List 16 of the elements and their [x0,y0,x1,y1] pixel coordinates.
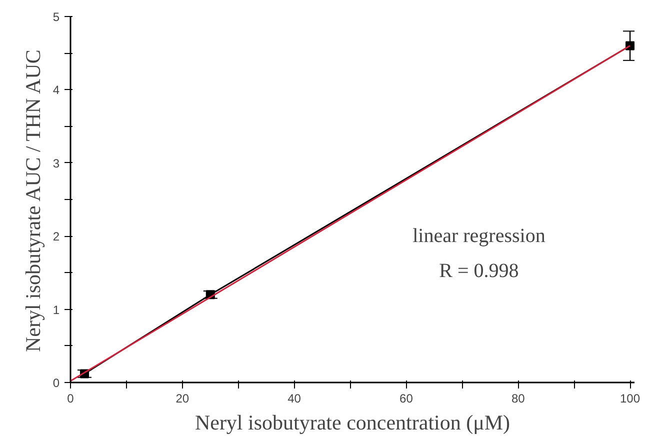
y-tick-label: 2 [52,230,60,244]
annotation: linear regression [412,225,546,248]
x-tick-label: 20 [176,392,190,406]
annotation: R = 0.998 [439,260,519,282]
y-tick-label: 0 [52,376,60,390]
x-tick-label: 80 [511,392,526,406]
y-tick-label: 5 [52,10,60,24]
y-tick-label: 1 [52,302,60,317]
x-tick-label: 100 [620,392,640,406]
x-axis-title: Neryl isobutyrate concentration (μM) [194,410,510,434]
y-tick-label: 3 [52,156,60,170]
y-axis-title: Neryl isobutyrate AUC / THN AUC [20,50,45,352]
y-tick-label: 4 [52,83,60,98]
x-tick-label: 60 [400,392,414,406]
x-tick-label: 40 [288,392,302,406]
x-tick-label: 0 [67,392,74,406]
